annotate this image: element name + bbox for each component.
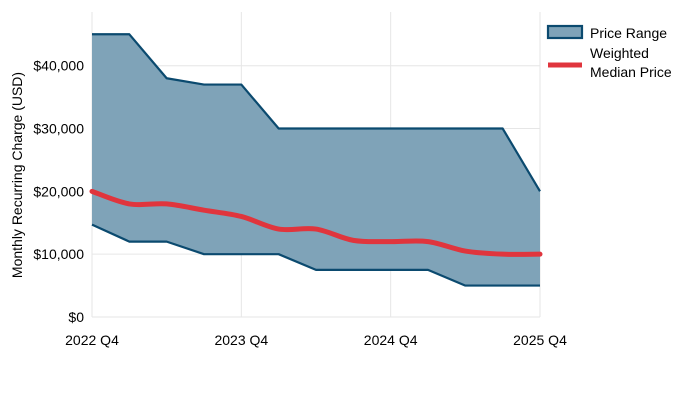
x-tick-label: 2025 Q4: [513, 332, 567, 348]
y-tick-label: $10,000: [33, 246, 84, 262]
legend-swatch-price-range: [546, 24, 584, 40]
x-tick-label: 2022 Q4: [65, 332, 119, 348]
price-range-area: [92, 34, 540, 286]
price-range-band: [91, 33, 541, 287]
y-tick-label: $30,000: [33, 121, 84, 137]
x-axis-ticks: 2022 Q4 2023 Q4 2024 Q4 2025 Q4: [65, 332, 567, 348]
median-line-layer: [89, 188, 543, 257]
y-tick-label: $40,000: [33, 58, 84, 74]
y-axis-title: Monthly Recurring Charge (USD): [9, 72, 25, 278]
weighted-median-line: [89, 188, 543, 257]
price-range-lower-line: [91, 223, 540, 287]
x-tick-label: 2024 Q4: [364, 332, 418, 348]
legend-label-price-range: Price Range: [590, 25, 667, 41]
legend: Price Range Weighted Median Price: [546, 24, 672, 80]
price-range-upper-line: [92, 33, 541, 192]
y-axis-ticks: $0 $10,000 $20,000 $30,000 $40,000: [33, 58, 84, 325]
y-tick-label: $0: [68, 309, 84, 325]
y-tick-label: $20,000: [33, 183, 84, 199]
x-tick-label: 2023 Q4: [214, 332, 268, 348]
legend-label-median: Weighted Median Price: [590, 45, 672, 80]
